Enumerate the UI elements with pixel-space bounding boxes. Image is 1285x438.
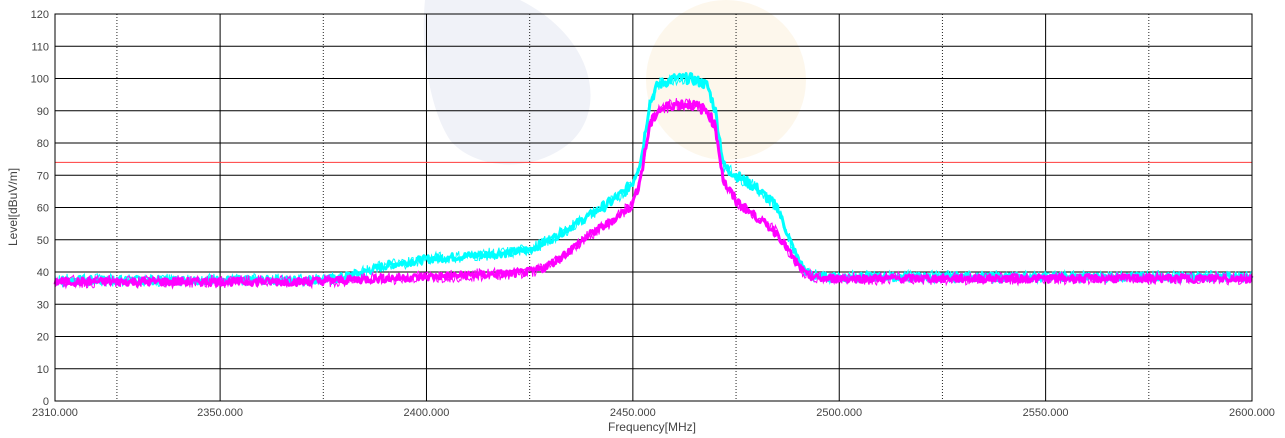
y-tick-label: 30 xyxy=(37,299,49,311)
x-tick-label: 2600.000 xyxy=(1229,407,1275,419)
y-tick-label: 110 xyxy=(31,41,49,53)
y-tick-label: 60 xyxy=(37,203,49,215)
x-tick-label: 2500.000 xyxy=(816,407,862,419)
x-axis-label: Frequency[MHz] xyxy=(608,420,696,434)
x-tick-label: 2400.000 xyxy=(404,407,450,419)
tick-labels: 0 10 20 30 40 50 60 70 80 90 100 110 120 2310.000 2350… xyxy=(31,9,1275,419)
y-axis-label: Level[dBuV/m] xyxy=(6,168,20,246)
series-1-noise xyxy=(54,98,1253,290)
x-tick-label: 2550.000 xyxy=(1023,407,1069,419)
x-tick-label: 2350.000 xyxy=(197,407,243,419)
y-tick-label: 90 xyxy=(37,106,49,118)
y-tick-label: 20 xyxy=(37,332,49,344)
y-tick-label: 100 xyxy=(31,74,49,86)
y-tick-label: 10 xyxy=(37,364,49,376)
y-tick-label: 40 xyxy=(37,267,49,279)
watermark-drop xyxy=(423,0,591,165)
watermark xyxy=(423,0,806,165)
x-tick-label: 2450.000 xyxy=(610,407,656,419)
series-1-trace xyxy=(53,99,1254,287)
y-tick-label: 80 xyxy=(37,138,49,150)
watermark-circle xyxy=(646,0,806,160)
series-layer xyxy=(53,72,1254,290)
y-tick-label: 50 xyxy=(37,235,49,247)
y-tick-label: 70 xyxy=(37,170,49,182)
plot-frame xyxy=(54,13,1253,402)
x-tick-label: 2310.000 xyxy=(32,407,78,419)
series-0-noise xyxy=(54,72,1253,288)
y-tick-label: 0 xyxy=(43,396,49,408)
y-tick-label: 120 xyxy=(31,9,49,21)
